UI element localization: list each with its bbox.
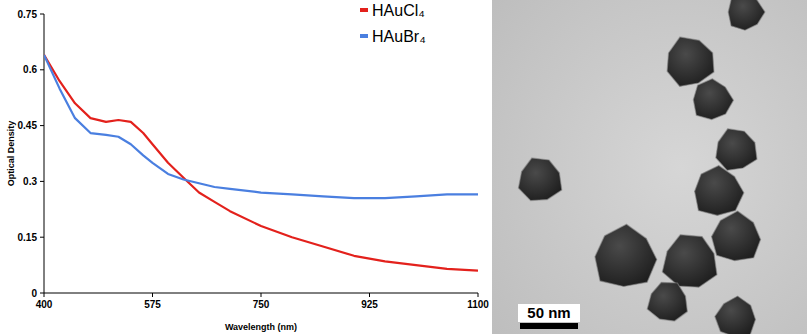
figure: 0 0.15 0.3 0.45 0.6 0.75 400 575 750 925 1100 Wavel… — [0, 0, 807, 334]
y-tick-label: 0 — [31, 288, 37, 299]
scale-bar — [520, 323, 578, 329]
y-tick — [40, 125, 44, 126]
micrograph-background — [492, 0, 807, 334]
legend-label: HAuBr₄ — [372, 28, 426, 45]
nanoparticle — [715, 296, 756, 334]
y-tick — [40, 293, 44, 294]
nanoparticle — [595, 224, 657, 286]
scale-bar-label: 50 nm — [527, 304, 570, 321]
nanoparticle — [518, 158, 561, 201]
nanoparticle — [693, 79, 733, 120]
canvas: 0 0.15 0.3 0.45 0.6 0.75 400 575 750 925 1100 Wavel… — [0, 0, 807, 334]
nanoparticle — [667, 37, 714, 86]
x-tick-label: 750 — [253, 299, 270, 310]
x-tick-label: 400 — [36, 299, 53, 310]
y-tick — [40, 181, 44, 182]
micrograph: 50 nm — [492, 0, 807, 334]
y-tick — [40, 14, 44, 15]
y-tick — [40, 237, 44, 238]
x-tick-label: 575 — [144, 299, 161, 310]
y-tick-label: 0.15 — [18, 232, 38, 243]
legend-swatch — [360, 8, 368, 12]
x-tick-label: 1100 — [467, 299, 489, 310]
series-line — [44, 55, 478, 271]
y-tick-label: 0.45 — [18, 120, 38, 131]
y-tick-label: 0.75 — [18, 9, 38, 20]
x-axis-title: Wavelength (nm) — [225, 322, 297, 332]
y-axis-title: Optical Density — [6, 121, 16, 187]
nanoparticle — [712, 211, 761, 261]
x-tick — [152, 293, 153, 297]
scale-bar-label-bg — [518, 304, 580, 322]
x-tick — [478, 293, 479, 297]
legend-label: HAuCl₄ — [372, 2, 425, 19]
nanoparticle — [716, 129, 757, 171]
nanoparticle — [695, 165, 744, 215]
nanoparticle — [662, 235, 717, 288]
x-tick — [369, 293, 370, 297]
nanoparticle — [647, 282, 687, 321]
y-tick-label: 0.3 — [23, 176, 37, 187]
nanoparticle — [728, 0, 765, 30]
legend: HAuCl₄ HAuBr₄ — [360, 2, 426, 45]
y-tick — [40, 69, 44, 70]
x-tick-label: 925 — [361, 299, 378, 310]
legend-swatch — [360, 34, 368, 38]
y-tick-label: 0.6 — [23, 64, 37, 75]
plot-area — [44, 55, 478, 271]
x-tick — [261, 293, 262, 297]
x-tick — [44, 293, 45, 297]
axes: 0 0.15 0.3 0.45 0.6 0.75 400 575 750 925 1100 Wavel… — [6, 9, 489, 333]
series-line — [44, 55, 478, 198]
